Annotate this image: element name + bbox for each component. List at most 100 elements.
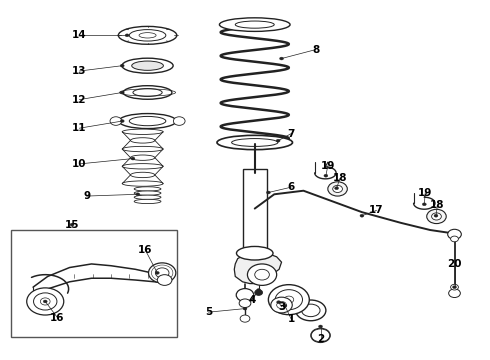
Text: 7: 7 [288, 129, 295, 139]
Circle shape [280, 57, 284, 60]
Ellipse shape [139, 33, 156, 38]
Circle shape [255, 290, 263, 296]
Circle shape [277, 301, 287, 309]
Circle shape [333, 185, 343, 193]
Polygon shape [234, 253, 282, 284]
Circle shape [27, 288, 64, 315]
Circle shape [275, 290, 302, 310]
Ellipse shape [134, 199, 161, 203]
Circle shape [284, 296, 294, 303]
Ellipse shape [134, 195, 161, 199]
Ellipse shape [235, 21, 274, 28]
Circle shape [328, 182, 347, 196]
Circle shape [360, 214, 364, 217]
Circle shape [239, 299, 251, 307]
Circle shape [311, 328, 330, 342]
Ellipse shape [217, 135, 293, 150]
Ellipse shape [132, 61, 163, 70]
Circle shape [155, 271, 159, 274]
Ellipse shape [122, 147, 163, 152]
Circle shape [449, 289, 460, 297]
Circle shape [43, 300, 47, 303]
Text: 3: 3 [278, 302, 285, 312]
Text: 16: 16 [138, 245, 152, 255]
Bar [11, 230, 177, 337]
Ellipse shape [134, 187, 161, 191]
Circle shape [148, 263, 176, 283]
Circle shape [120, 64, 124, 67]
Circle shape [240, 315, 250, 322]
Circle shape [236, 289, 254, 301]
Circle shape [125, 34, 129, 37]
Text: 10: 10 [72, 159, 87, 169]
Circle shape [427, 209, 446, 224]
Circle shape [257, 289, 261, 292]
Ellipse shape [130, 155, 155, 160]
Ellipse shape [134, 191, 161, 195]
Text: 18: 18 [333, 173, 347, 183]
Circle shape [453, 286, 457, 289]
Circle shape [318, 325, 322, 328]
Circle shape [271, 297, 292, 313]
Text: 11: 11 [72, 123, 87, 133]
Ellipse shape [122, 164, 163, 169]
Circle shape [247, 264, 277, 285]
Circle shape [451, 236, 459, 242]
Text: 17: 17 [369, 205, 384, 215]
Text: 12: 12 [72, 95, 87, 105]
Text: 6: 6 [288, 182, 295, 192]
Text: 19: 19 [320, 161, 335, 171]
Circle shape [136, 193, 140, 196]
Text: 15: 15 [65, 220, 79, 230]
Ellipse shape [301, 304, 320, 317]
Ellipse shape [232, 139, 278, 147]
Ellipse shape [122, 58, 173, 73]
Circle shape [120, 91, 124, 94]
Ellipse shape [122, 129, 163, 134]
Ellipse shape [133, 89, 162, 96]
Circle shape [283, 304, 287, 307]
Circle shape [267, 191, 270, 194]
Bar [243, 169, 267, 251]
Text: 20: 20 [447, 259, 462, 269]
Circle shape [269, 285, 309, 315]
Ellipse shape [129, 30, 166, 41]
Circle shape [40, 298, 50, 305]
Text: 18: 18 [430, 200, 445, 210]
Circle shape [243, 307, 247, 310]
Text: 19: 19 [418, 188, 433, 198]
Ellipse shape [123, 86, 172, 99]
Ellipse shape [295, 300, 326, 321]
Circle shape [277, 301, 281, 303]
Ellipse shape [122, 181, 163, 186]
Ellipse shape [237, 247, 273, 260]
Text: 9: 9 [83, 191, 90, 201]
Circle shape [255, 269, 270, 280]
Text: 2: 2 [317, 334, 324, 344]
Circle shape [70, 223, 74, 226]
Circle shape [451, 284, 459, 290]
Text: 14: 14 [72, 30, 87, 40]
Circle shape [422, 203, 426, 206]
Ellipse shape [220, 18, 290, 31]
Text: 16: 16 [50, 312, 65, 323]
Text: 1: 1 [288, 314, 295, 324]
Circle shape [155, 268, 169, 278]
Circle shape [434, 214, 438, 217]
Circle shape [120, 120, 124, 122]
Ellipse shape [118, 26, 177, 44]
Circle shape [33, 293, 57, 310]
Circle shape [110, 117, 122, 125]
Circle shape [131, 157, 135, 160]
Ellipse shape [130, 138, 155, 143]
Text: 8: 8 [312, 45, 319, 55]
Ellipse shape [119, 113, 176, 129]
Circle shape [432, 213, 441, 220]
Circle shape [276, 139, 280, 142]
Ellipse shape [129, 116, 166, 126]
Text: 13: 13 [72, 66, 87, 76]
Circle shape [173, 117, 185, 125]
Circle shape [448, 229, 461, 239]
Circle shape [324, 174, 328, 177]
Text: 4: 4 [248, 295, 256, 305]
